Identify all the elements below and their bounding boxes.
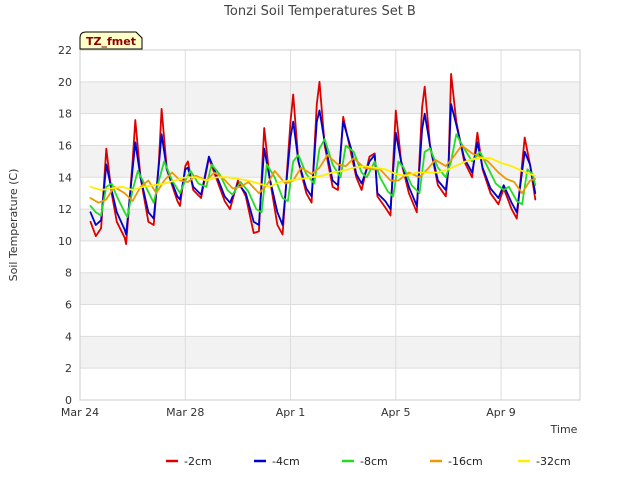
legend-label: -8cm (360, 455, 388, 468)
x-tick-label: Mar 28 (166, 406, 204, 419)
y-tick-label: 14 (58, 171, 72, 184)
plot-band (80, 81, 580, 114)
legend-item: -32cm (518, 455, 571, 468)
badge-box (79, 31, 143, 50)
x-axis-title: Time (550, 423, 578, 436)
y-tick-label: 22 (58, 44, 72, 57)
x-axis-ticks: Mar 24 Mar 28 Apr 1 Apr 5 Apr 9 (61, 406, 516, 419)
x-tick-label: Apr 5 (381, 406, 411, 419)
y-tick-label: 18 (58, 108, 72, 121)
plot-background (80, 50, 580, 400)
y-tick-label: 0 (65, 394, 72, 407)
plot-band (80, 336, 580, 369)
y-tick-label: 10 (58, 235, 72, 248)
series-line--32cm (89, 157, 537, 191)
legend-item: -16cm (430, 455, 483, 468)
y-tick-label: 12 (58, 203, 72, 216)
x-tick-label: Mar 24 (61, 406, 99, 419)
y-tick-label: 6 (65, 299, 72, 312)
y-axis-title: Soil Temperature (C) (7, 169, 20, 282)
grid-lines (79, 49, 581, 401)
legend-item: -8cm (342, 455, 388, 468)
series-layer (89, 73, 537, 245)
y-tick-label: 20 (58, 76, 72, 89)
y-tick-label: 8 (65, 267, 72, 280)
plot-band (80, 209, 580, 241)
legend-label: -32cm (536, 455, 571, 468)
legend: -2cm -4cm -8cm -16cm -32cm (166, 455, 571, 468)
series-line--4cm (89, 103, 537, 236)
y-tick-label: 16 (58, 139, 72, 152)
station-badge: TZ_fmet (79, 31, 143, 50)
legend-item: -2cm (166, 455, 212, 468)
y-tick-label: 2 (65, 362, 72, 375)
y-axis-ticks: 0 2 4 6 8 10 12 14 16 18 20 22 (58, 44, 72, 407)
chart-title: Tonzi Soil Temperatures Set B (223, 4, 416, 19)
legend-label: -2cm (184, 455, 212, 468)
y-tick-label: 4 (65, 330, 72, 343)
plot-band (80, 272, 580, 305)
plot-frame (79, 49, 581, 401)
badge-label: TZ_fmet (86, 35, 136, 48)
x-tick-label: Apr 1 (276, 406, 306, 419)
legend-label: -4cm (272, 455, 300, 468)
legend-item: -4cm (254, 455, 300, 468)
legend-label: -16cm (448, 455, 483, 468)
x-tick-label: Apr 9 (486, 406, 516, 419)
